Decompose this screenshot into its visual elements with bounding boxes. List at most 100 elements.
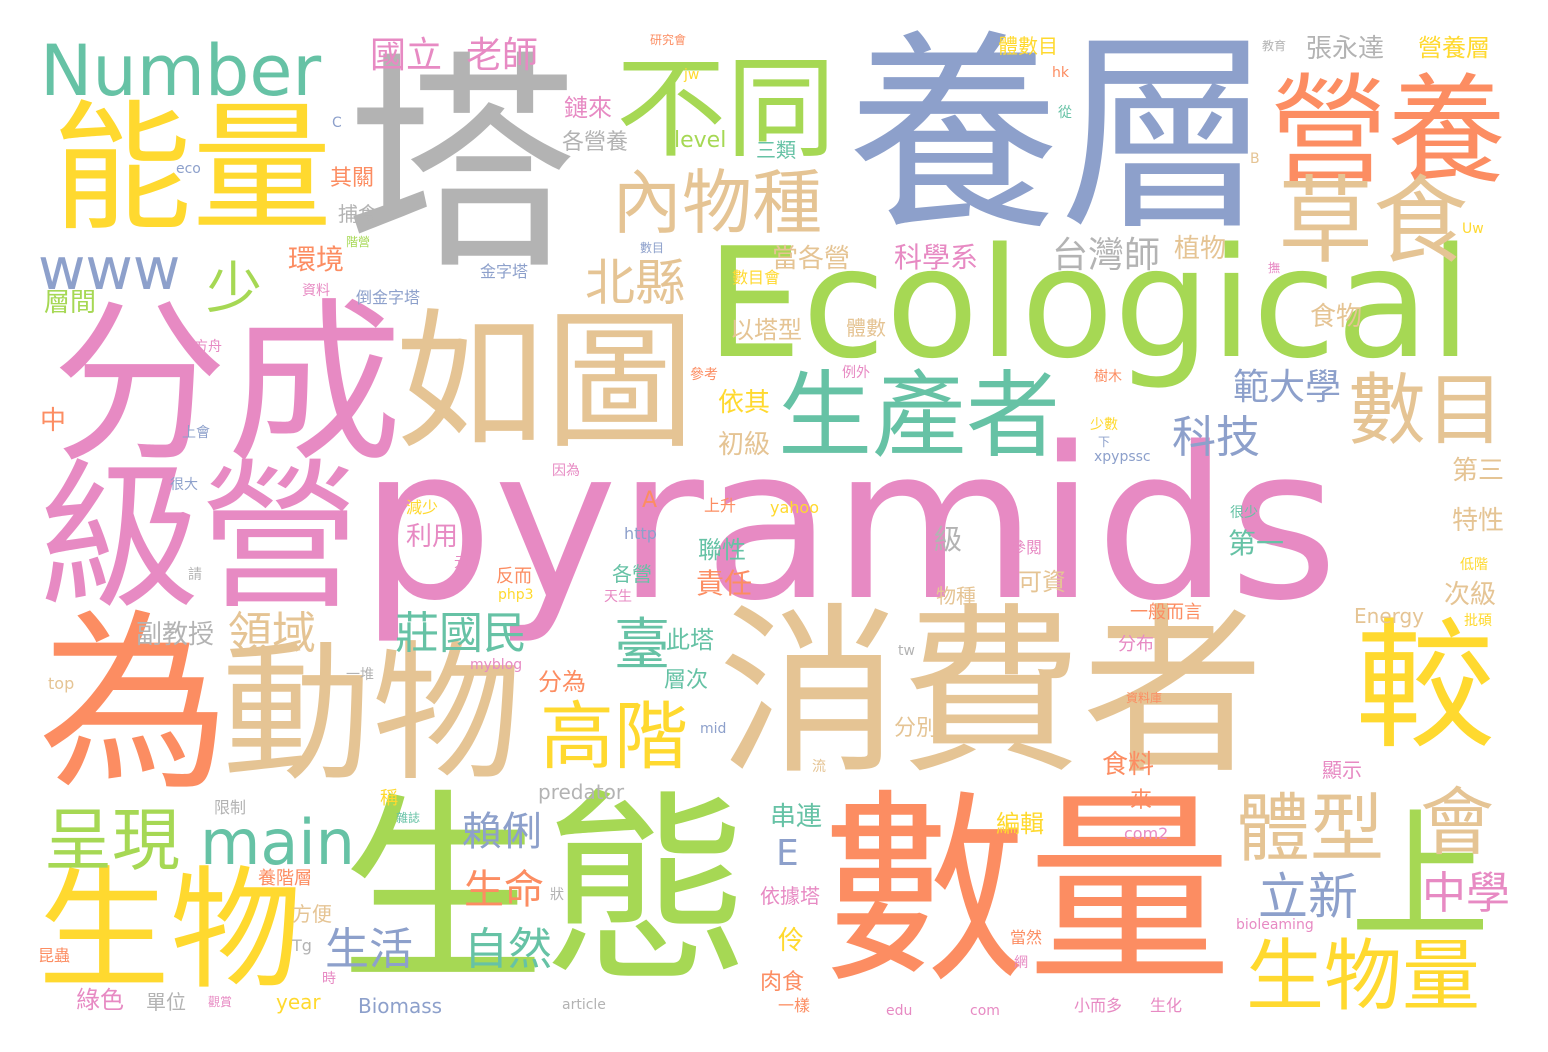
word-xian-zhi: 限制 <box>214 798 247 817</box>
word-sheng-hua: 生化 <box>1150 996 1183 1015</box>
word-di-san: 第三 <box>1452 456 1505 486</box>
word-http: http <box>624 524 657 543</box>
word-bei-xian: 北縣 <box>585 254 685 312</box>
word-biomass: Biomass <box>358 994 443 1018</box>
word-lai-li: 賴俐 <box>462 809 542 855</box>
word-year: year <box>276 990 321 1014</box>
word-zhong-xue: 中學 <box>1422 868 1510 919</box>
word-ecological: Ecological <box>706 215 1472 392</box>
word-can-yue: 參閱 <box>1010 538 1043 557</box>
word-sheng-tai: 生態 <box>340 773 750 1011</box>
word-ji: 級 <box>934 523 963 556</box>
word-bioleaming: bioleaming <box>1236 917 1314 933</box>
word-bu-shi: 捕食 <box>338 202 378 226</box>
word-ceng-ci: 層次 <box>664 668 709 693</box>
word-xpypssc: xpypssc <box>1094 449 1151 465</box>
word-a: A <box>642 488 658 513</box>
word-hen-da: 很大 <box>170 477 198 493</box>
word-yin-wei: 因為 <box>552 463 580 479</box>
word-tw: tw <box>898 643 915 659</box>
word-mid: mid <box>700 721 727 737</box>
word-qi-guan: 其關 <box>330 166 375 191</box>
word-shao: 少 <box>206 257 262 322</box>
word-sheng-huo: 生活 <box>325 924 413 975</box>
word-tian-sheng: 天生 <box>604 589 632 605</box>
word-fu: 撫 <box>1268 261 1281 275</box>
word-ti-xing: 體型 <box>1236 786 1384 872</box>
word-shi-wu: 食物 <box>1310 302 1363 332</box>
word-fang-bian: 方便 <box>292 902 332 926</box>
word-php3: php3 <box>498 587 534 603</box>
word-yi-ban-er-yan: 一般而言 <box>1130 602 1202 623</box>
word-zi-ran: 自然 <box>464 924 552 975</box>
word-can-kao: 參考 <box>690 367 718 383</box>
word-dong-wu: 動物 <box>222 628 523 802</box>
word-chuan-lian: 串連 <box>770 802 823 832</box>
word-yan-jiu-hui: 研究會 <box>650 33 687 47</box>
word-yang-jie-ceng: 養階層 <box>258 868 312 889</box>
word-b: B <box>1250 151 1260 167</box>
word-fang-zhou: 方舟 <box>194 339 222 355</box>
word-dan-wei: 單位 <box>146 990 186 1014</box>
word-lao-shi: 老師 <box>466 35 539 76</box>
word-hui: 會 <box>1420 780 1494 866</box>
word-yi-dui: 一堆 <box>346 667 374 683</box>
word-xiao-fei-zhe: 消費者 <box>718 587 1264 799</box>
word-zhang-yong-da: 張永達 <box>1306 34 1385 64</box>
word-ti-shu: 體數 <box>846 316 886 340</box>
word-sheng-wu-liang: 生物量 <box>1246 932 1481 1022</box>
word-shang: 上 <box>1350 796 1491 959</box>
word-edu: edu <box>886 1003 913 1019</box>
word-shang-sheng: 上升 <box>704 496 737 515</box>
word-ta: 塔 <box>345 31 578 301</box>
word-ci-ta: 此塔 <box>666 626 714 654</box>
word-wei: 為 <box>38 594 230 817</box>
word-jiao: 較 <box>1355 606 1496 769</box>
word-zhuang: 狀 <box>550 887 564 903</box>
word-zhao-ming: 雜誌 <box>396 811 421 825</box>
word-shu-mu-hui: 數目會 <box>732 268 781 287</box>
word-yi-ju-ta: 依據塔 <box>760 884 820 908</box>
word-wang: 網 <box>1014 955 1028 971</box>
word-ke-xue-xi: 科學系 <box>894 241 979 274</box>
word-yi-yang: 一樣 <box>778 996 811 1015</box>
word-myblog: myblog <box>470 657 523 673</box>
word-predator: predator <box>538 780 625 804</box>
word-wu-zhong: 物種 <box>936 584 976 608</box>
word-com2: com2 <box>1124 824 1169 843</box>
word-ge-ying: 各營 <box>612 562 652 586</box>
word-lu-se: 綠色 <box>76 986 124 1014</box>
word-hen-shao: 很少 <box>1230 505 1258 521</box>
word-xiao-er-duo: 小而多 <box>1074 996 1123 1015</box>
word-shi: 時 <box>322 971 336 987</box>
word-ling-yu: 領域 <box>228 608 316 659</box>
word-fen-wei: 分為 <box>538 668 586 696</box>
word-yang-ceng: 養層 <box>848 12 1272 259</box>
word-ru-tu: 如圖 <box>395 296 696 470</box>
word-qing: 請 <box>188 567 202 583</box>
word-san-lei: 三類 <box>756 138 796 162</box>
word-liu: 流 <box>812 759 826 775</box>
word-fen-cheng: 分成 <box>52 284 402 487</box>
word-pyramids: pyramids <box>360 402 1339 647</box>
word-te-xing: 特性 <box>1452 506 1505 536</box>
word-sheng-ming: 生命 <box>464 867 544 913</box>
word-e: E <box>776 833 799 874</box>
word-di-yi: 第一 <box>1228 527 1285 560</box>
word-cong: 從 <box>1058 105 1072 121</box>
word-kun-chong: 昆蟲 <box>38 946 71 965</box>
word-main: main <box>200 806 355 879</box>
word-fan-er: 反而 <box>496 566 532 587</box>
word-fen-bu: 分布 <box>1118 634 1154 655</box>
word-ling: 伶 <box>778 926 805 956</box>
word-nei-wu-zhong: 內物種 <box>612 162 822 244</box>
word-jian-shao: 減少 <box>406 498 439 517</box>
word-top: top <box>48 674 75 693</box>
word-ying-yang: 營養 <box>1270 62 1507 200</box>
word-ke-zi: 可資 <box>1018 568 1066 596</box>
word-dang-ge-ying: 當各營 <box>772 244 851 274</box>
word-fu-jiao-shou: 副教授 <box>136 620 215 650</box>
word-jiao-yu: 教育 <box>1262 39 1287 53</box>
word-lai: 來 <box>1130 788 1153 813</box>
